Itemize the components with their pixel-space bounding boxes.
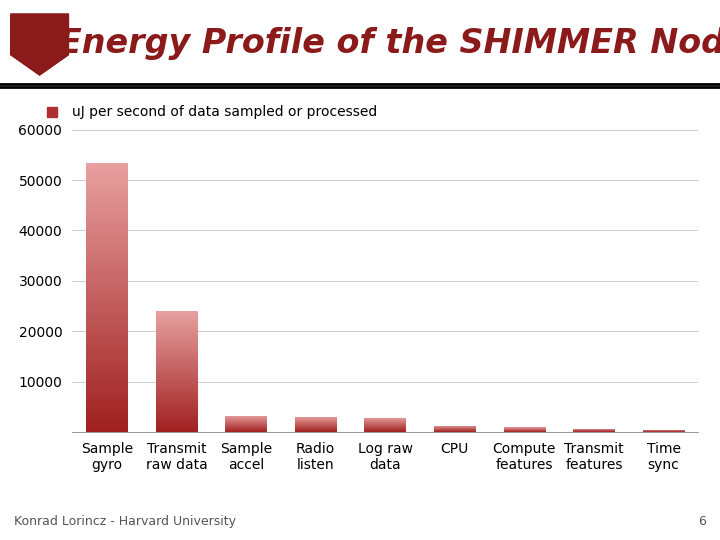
Polygon shape (11, 14, 68, 75)
Text: Energy Profile of the SHIMMER Node: Energy Profile of the SHIMMER Node (59, 27, 720, 60)
Polygon shape (11, 14, 68, 75)
Text: uJ per second of data sampled or processed: uJ per second of data sampled or process… (72, 105, 377, 119)
Text: Konrad Lorincz - Harvard University: Konrad Lorincz - Harvard University (14, 515, 236, 528)
Text: 6: 6 (698, 515, 706, 528)
